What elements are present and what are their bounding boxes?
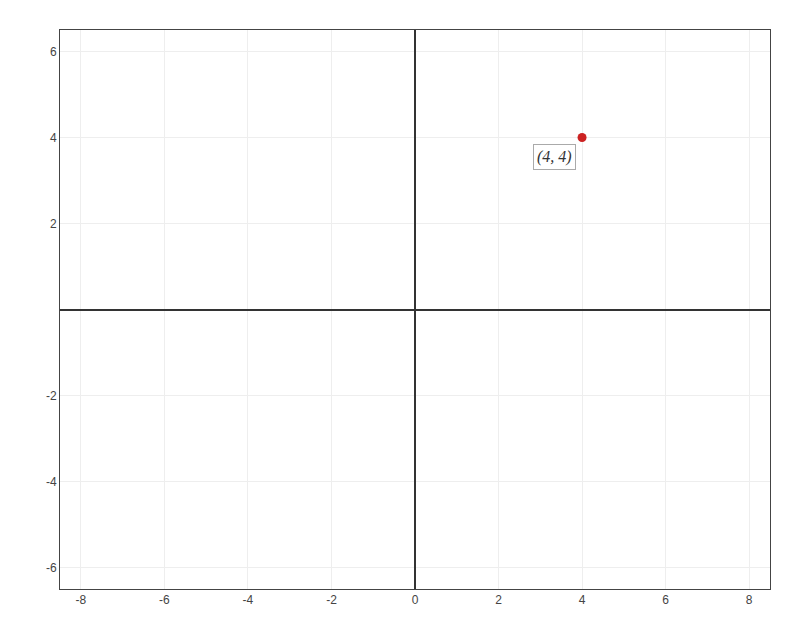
svg-text:2: 2 (495, 593, 502, 607)
svg-text:-4: -4 (243, 593, 254, 607)
svg-text:-6: -6 (46, 561, 57, 575)
svg-text:-4: -4 (46, 475, 57, 489)
svg-text:(4, 4): (4, 4) (537, 148, 572, 166)
svg-text:6: 6 (50, 45, 57, 59)
svg-text:2: 2 (50, 217, 57, 231)
svg-text:6: 6 (662, 593, 669, 607)
svg-text:-2: -2 (326, 593, 337, 607)
svg-text:-2: -2 (46, 389, 57, 403)
svg-text:4: 4 (50, 131, 57, 145)
svg-text:8: 8 (746, 593, 753, 607)
svg-text:0: 0 (412, 593, 419, 607)
svg-text:-8: -8 (76, 593, 87, 607)
svg-text:4: 4 (579, 593, 586, 607)
svg-text:-6: -6 (159, 593, 170, 607)
